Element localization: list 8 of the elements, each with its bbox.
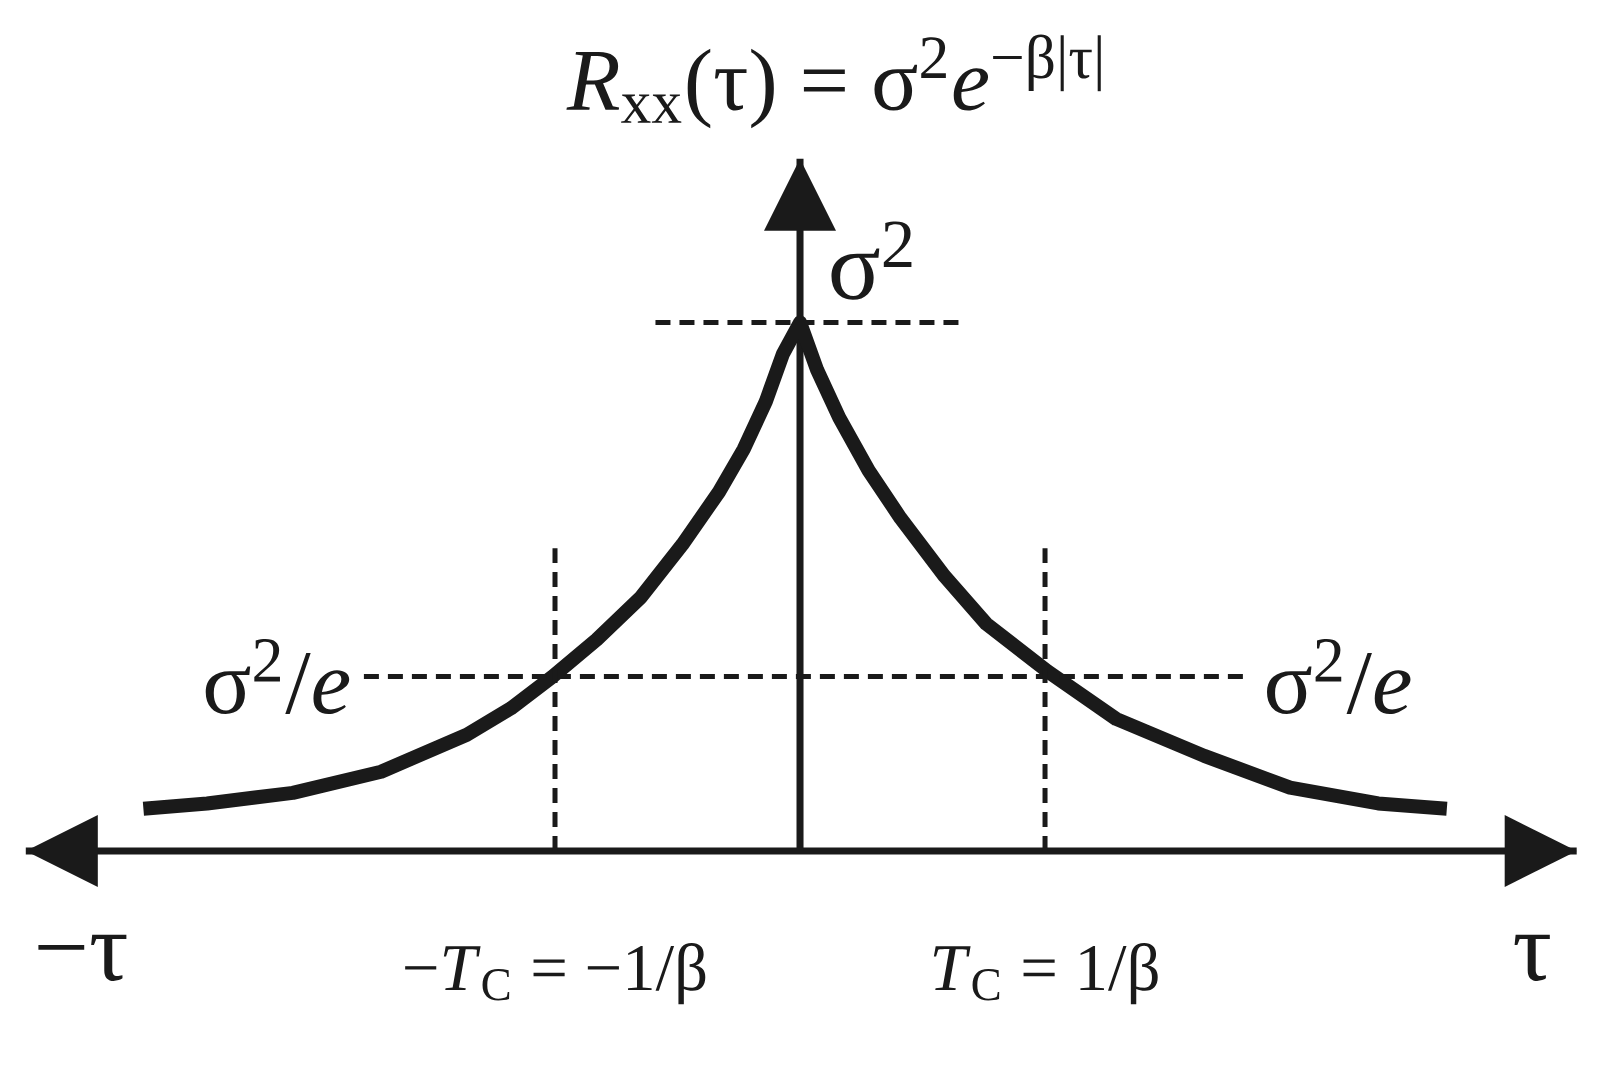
text: σ$^{2}$/e (1267, 639, 1411, 715)
x-tick-label: T$_{C}$ = 1/β (933, 942, 1158, 1005)
text: −τ (38, 934, 127, 981)
chart-title: R$_{xx}$(τ) = σ$^{2}$e$^{−β|τ|}$ (566, 34, 1101, 129)
ref-line-label: σ$^{2}$ (831, 221, 912, 300)
x-tick-label: −T$_{C}$ = −1/β (405, 942, 706, 1005)
ref-line-label: σ$^{2}$/e (205, 639, 350, 715)
x-axis-title: τ (1514, 934, 1550, 981)
